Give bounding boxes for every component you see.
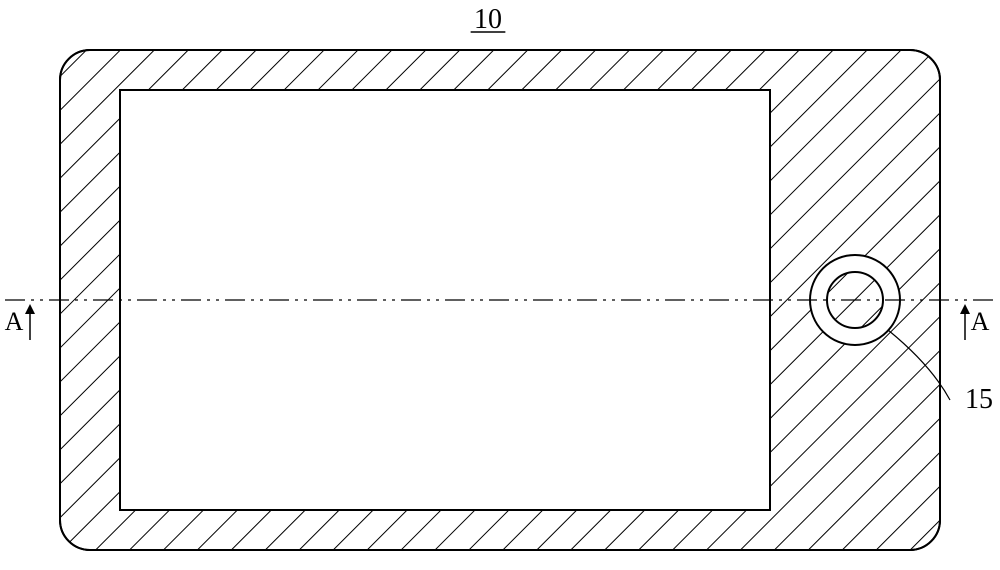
section-label-left: A xyxy=(5,307,24,336)
section-label-right: A xyxy=(971,307,990,336)
figure-number: 10 xyxy=(474,4,502,35)
section-arrow-left-head xyxy=(25,304,35,314)
section-arrow-right-head xyxy=(960,304,970,314)
label-15: 15 xyxy=(965,384,993,415)
